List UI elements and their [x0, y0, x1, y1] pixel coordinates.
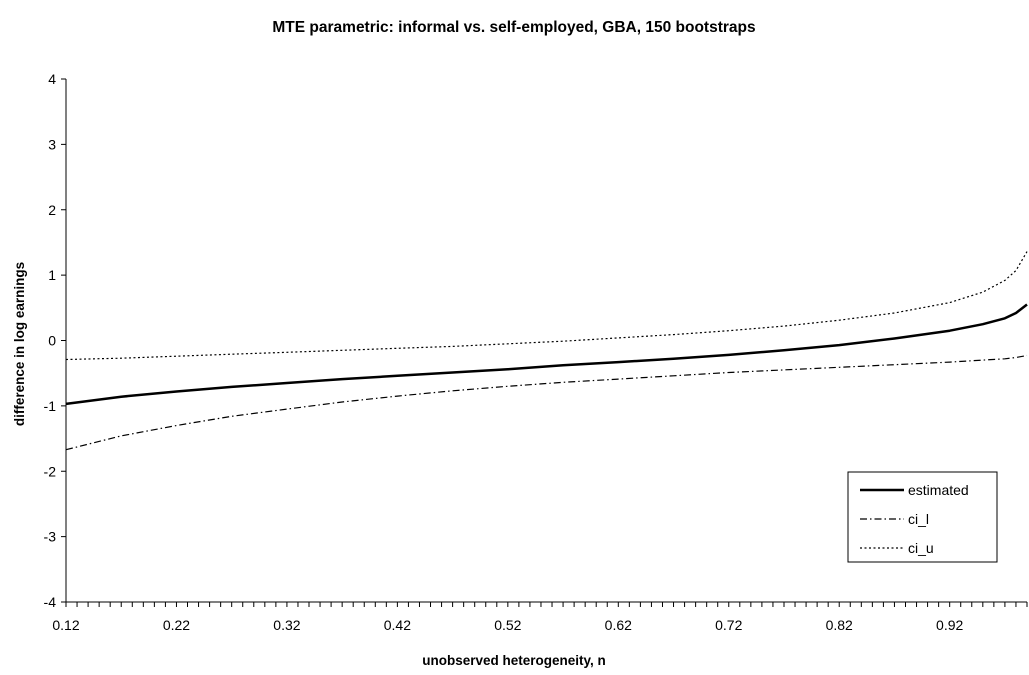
y-tick-label: 2: [48, 202, 56, 218]
y-axis-label: difference in log earnings: [12, 262, 27, 426]
series-line-estimated: [65, 303, 1028, 406]
x-tick-label: 0.42: [384, 617, 411, 633]
y-tick-label: -1: [44, 398, 57, 414]
chart-title: MTE parametric: informal vs. self-employ…: [272, 19, 755, 36]
x-tick-label: 0.82: [826, 617, 853, 633]
legend-label-ci-l: ci_l: [908, 511, 929, 527]
series-line-ci-u: [65, 251, 1028, 361]
y-tick-label: 3: [48, 136, 56, 152]
x-tick-label: 0.92: [936, 617, 963, 633]
y-tick-label: -3: [44, 529, 57, 545]
y-tick-label: -2: [44, 463, 57, 479]
plot-area: -4 -3 -2 -1 0 1 2 3 4 0.12 0.22 0.32 0.42 0.52 0.62 0.7…: [44, 71, 1028, 633]
legend-label-ci-u: ci_u: [908, 540, 934, 556]
x-tick-label: 0.52: [494, 617, 521, 633]
x-tick-label: 0.72: [715, 617, 742, 633]
series-line-ci-l: [65, 354, 1028, 451]
x-tick-label: 0.32: [273, 617, 300, 633]
y-tick-label: 1: [48, 267, 56, 283]
x-tick-label: 0.12: [52, 617, 79, 633]
y-tick-label: -4: [44, 594, 57, 610]
legend-label-estimated: estimated: [908, 482, 969, 498]
x-tick-label: 0.22: [163, 617, 190, 633]
legend-box: [847, 471, 998, 563]
x-tick-label: 0.62: [605, 617, 632, 633]
y-tick-label: 0: [48, 333, 56, 349]
y-tick-label: 4: [48, 71, 56, 87]
x-axis-label: unobserved heterogeneity, n: [422, 653, 606, 668]
